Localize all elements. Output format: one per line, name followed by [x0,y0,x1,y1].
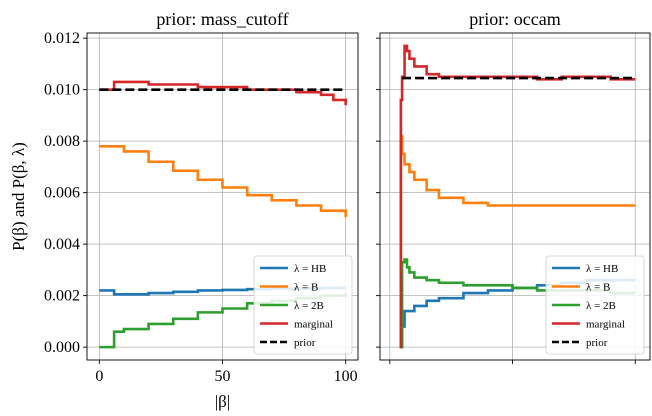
legend-label-B: λ = B [294,282,318,294]
y-tick-label: 0.012 [44,30,80,47]
legend-label-B: λ = B [586,282,610,294]
legend-label-marginal: marginal [586,319,625,331]
panel-title: prior: occam [469,9,560,29]
series-line-B [99,144,347,218]
legend-label-2B: λ = 2B [294,300,324,312]
y-tick-label: 0.000 [44,339,80,356]
legend-label-HB: λ = HB [586,263,618,275]
plot-frame [86,32,359,361]
panel-title: prior: mass_cutoff [156,9,288,29]
y-tick-label: 0.004 [44,236,80,253]
series-line-marginal [99,80,347,106]
x-axis-label: |β| [215,392,230,411]
panel-mass-cutoff: prior: mass_cutoff 0 50 100 0.000 0.002 0.004… [44,9,359,385]
legend-label-marginal: marginal [294,319,333,331]
x-tick-label: 100 [334,368,358,385]
y-axis-label: P(β) and P(β, λ) [9,142,28,251]
legend: λ = HB λ = B λ = 2B marginal prior [253,255,353,355]
legend-label-HB: λ = HB [294,263,326,275]
legend-label-prior: prior [586,337,608,349]
legend-box [253,255,353,355]
x-tick-label: 0 [95,368,103,385]
plot-frame [379,32,651,361]
y-tick-label: 0.006 [44,185,80,202]
y-tick-label: 0.010 [44,82,80,99]
x-tick-label: 50 [215,368,231,385]
legend-label-prior: prior [294,337,316,349]
y-tick-label: 0.008 [44,133,80,150]
y-tick-label: 0.002 [44,288,80,305]
panel-occam: prior: occam λ = HB λ = B λ = 2B marginal pr… [376,9,651,364]
legend: λ = HB λ = B λ = 2B marginal prior [545,255,645,355]
legend-label-2B: λ = 2B [586,300,616,312]
legend-box [545,255,645,355]
